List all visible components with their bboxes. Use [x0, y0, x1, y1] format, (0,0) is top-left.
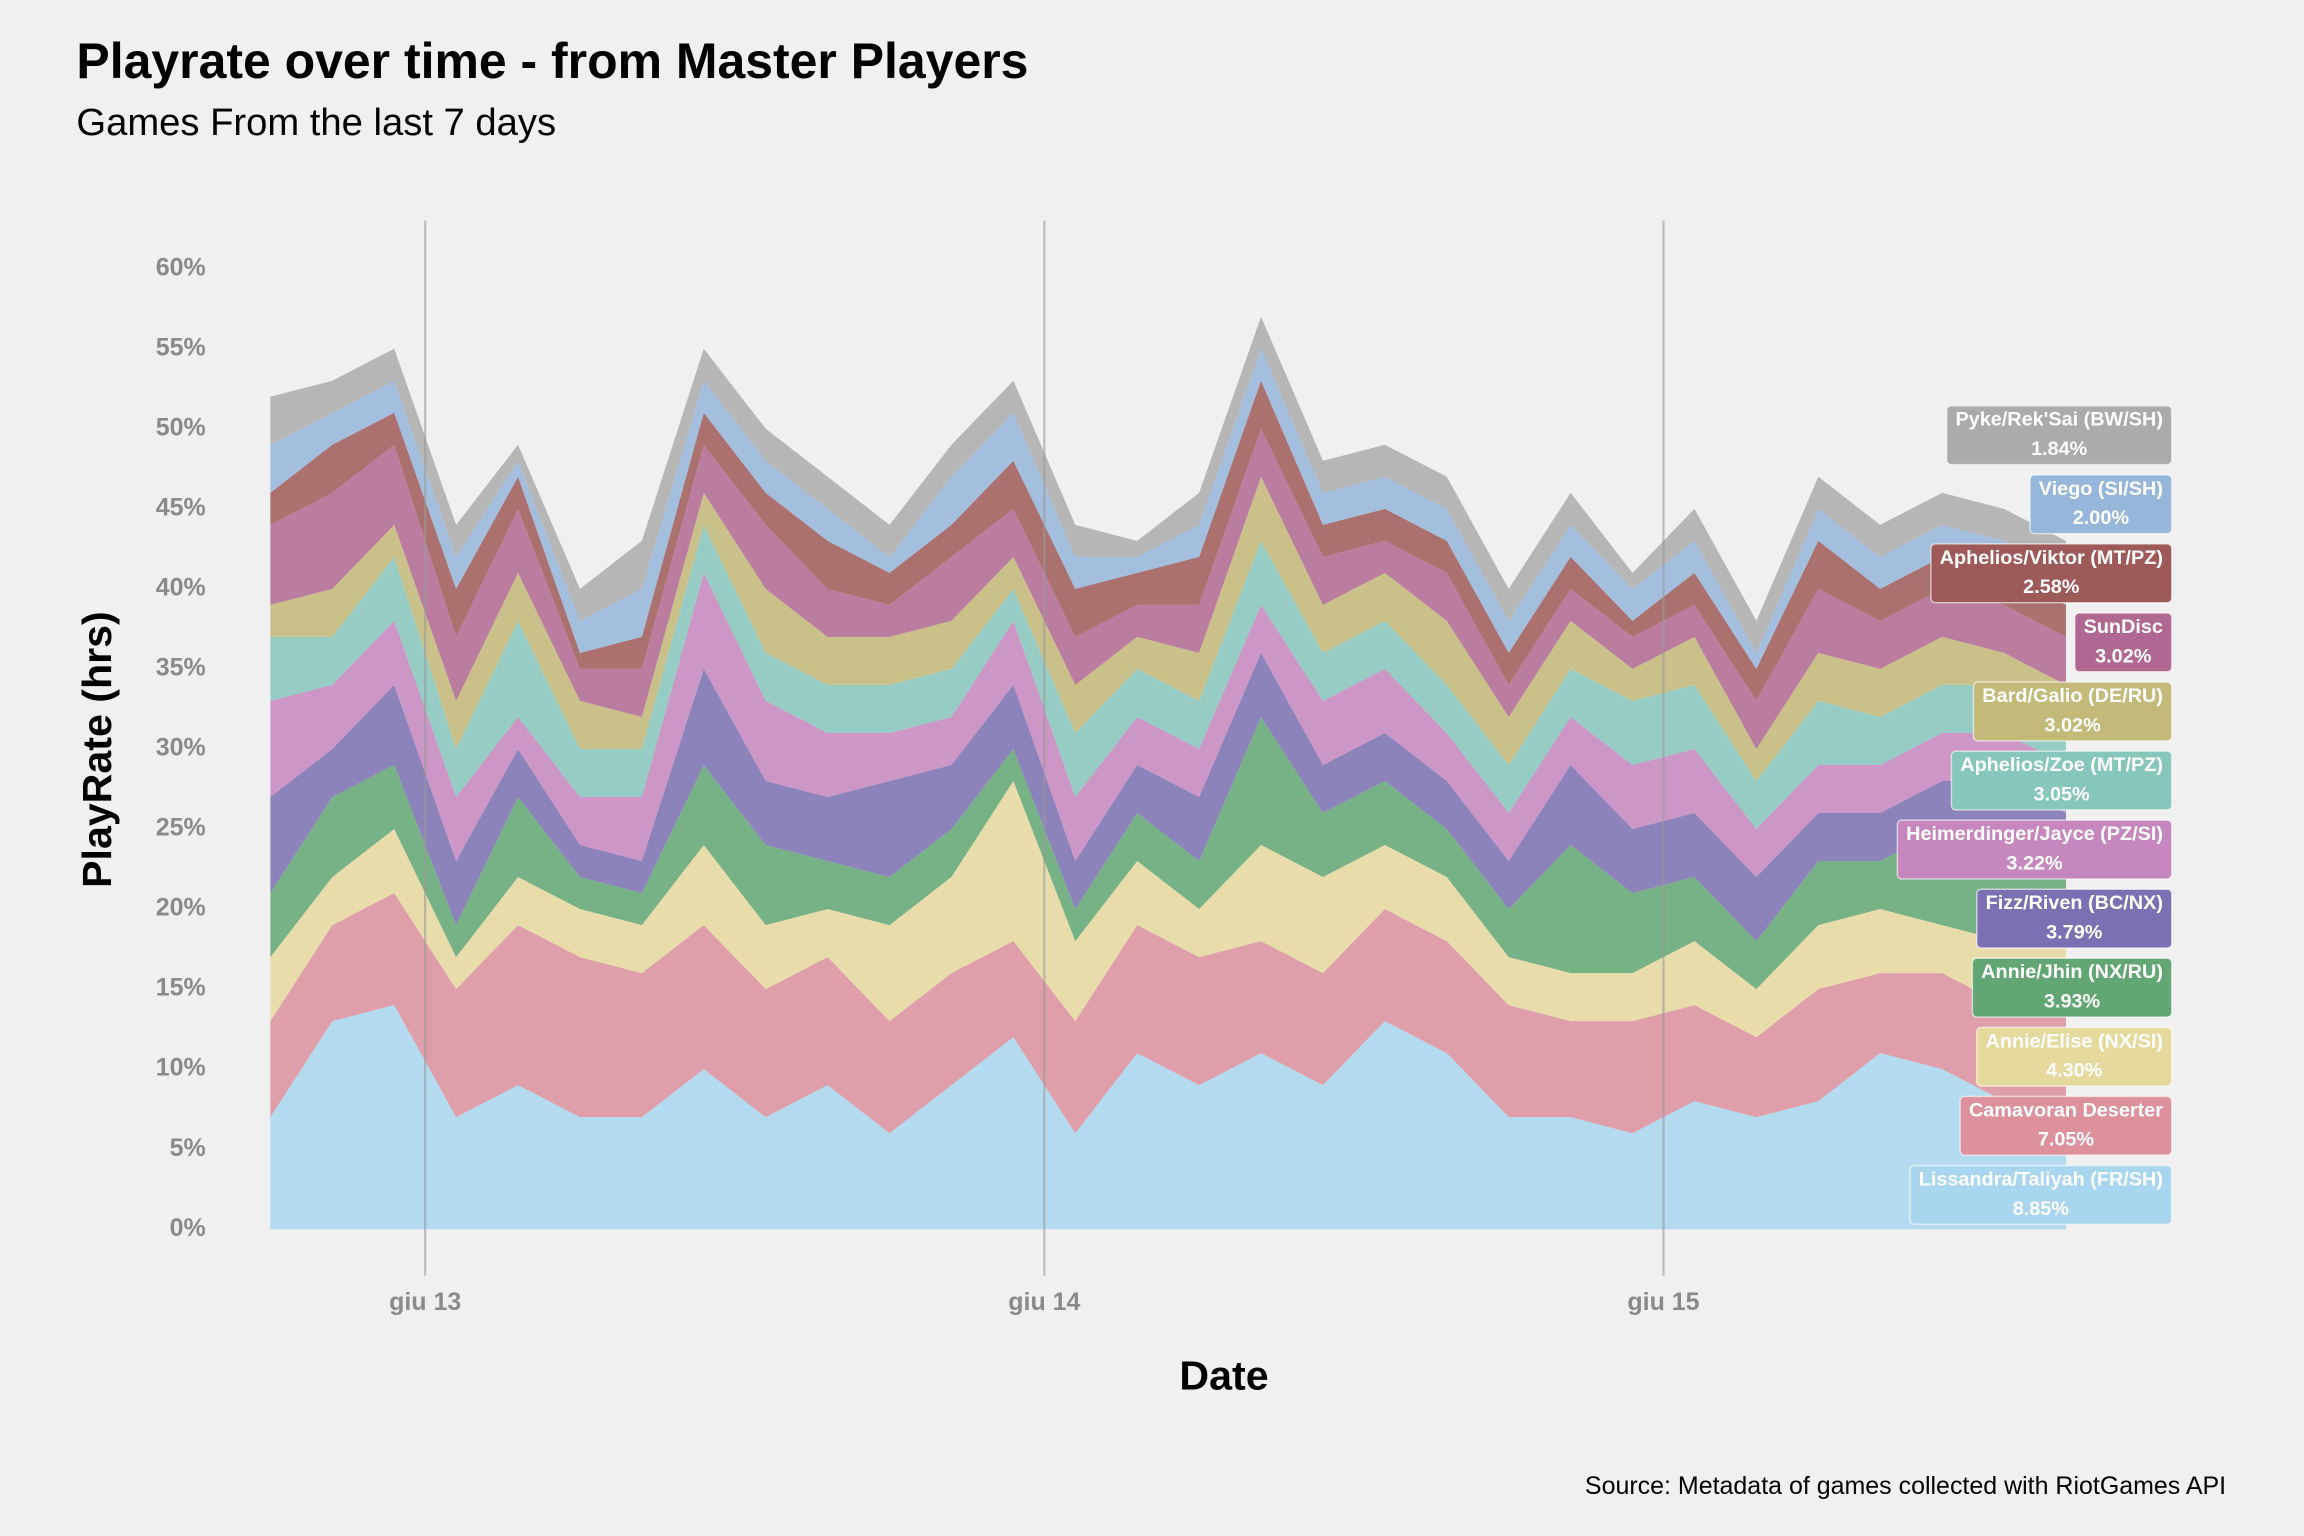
- legend-value: 3.79%: [2046, 922, 2103, 944]
- legend-label: Annie/Jhin (NX/RU): [1981, 961, 2163, 983]
- chart-title: Playrate over time - from Master Players: [76, 33, 1028, 89]
- legend-value: 2.00%: [2073, 507, 2130, 529]
- area: [270, 716, 2066, 990]
- y-axis-title: PlayRate (hrs): [74, 611, 120, 888]
- legend-value: 8.85%: [2013, 1198, 2070, 1220]
- y-tick-label: 25%: [156, 814, 206, 842]
- label-box: [1930, 543, 2173, 604]
- source-note: Source: Metadata of games collected with…: [1585, 1472, 2226, 1500]
- legend-label: Pyke/Rek'Sai (BW/SH): [1955, 409, 2162, 431]
- legend-value: 7.05%: [2038, 1129, 2095, 1151]
- label-box: [1909, 1164, 2173, 1225]
- label-box: [2029, 474, 2173, 535]
- x-axis-title: Date: [1179, 1352, 1268, 1398]
- y-tick-label: 35%: [156, 654, 206, 682]
- x-tick-label: giu 15: [1627, 1288, 1699, 1316]
- legend-label: Heimerdinger/Jayce (PZ/SI): [1906, 823, 2163, 845]
- series-label: Camavoran Deserter 7.05%: [1959, 1095, 2173, 1156]
- legend-label: Annie/Elise (NX/SI): [1986, 1030, 2163, 1052]
- label-box: [1976, 888, 2173, 949]
- label-box: [1975, 1026, 2173, 1087]
- series-label: Lissandra/Taliyah (FR/SH) 8.85%: [1909, 1164, 2173, 1225]
- y-tick-label: 15%: [156, 974, 206, 1002]
- legend-label: SunDisc: [2084, 616, 2163, 638]
- legend-label: Fizz/Riven (BC/NX): [1986, 892, 2163, 914]
- label-box: [1945, 405, 2173, 466]
- series-label: SunDisc 3.02%: [2074, 612, 2173, 673]
- series-label: Annie/Elise (NX/SI) 4.30%: [1975, 1026, 2173, 1087]
- series-label: Aphelios/Zoe (MT/PZ) 3.05%: [1950, 750, 2173, 811]
- legend-value: 4.30%: [2046, 1060, 2103, 1082]
- area: [270, 524, 2066, 830]
- x-tick-label: giu 14: [1008, 1288, 1080, 1316]
- y-tick-label: 60%: [156, 253, 206, 281]
- area: [270, 348, 2066, 669]
- legend-label: Viego (SI/SH): [2039, 478, 2163, 500]
- y-tick-label: 45%: [156, 493, 206, 521]
- legend-value: 1.84%: [2031, 438, 2088, 460]
- series-label: Fizz/Riven (BC/NX) 3.79%: [1976, 888, 2173, 949]
- chart-subtitle: Games From the last 7 days: [76, 101, 556, 144]
- legend-value: 3.22%: [2006, 852, 2063, 874]
- y-tick-label: 55%: [156, 333, 206, 361]
- legend-value: 3.93%: [2044, 991, 2101, 1013]
- y-tick-label: 5%: [170, 1134, 206, 1162]
- area: [270, 476, 2066, 781]
- area: [270, 1005, 2066, 1230]
- x-tick-label: giu 13: [389, 1288, 461, 1316]
- legend-value: 3.05%: [2033, 783, 2090, 805]
- legend-value: 2.58%: [2023, 576, 2080, 598]
- y-tick-label: 20%: [156, 894, 206, 922]
- legend-value: 3.02%: [2095, 645, 2152, 667]
- y-tick-label: 0%: [170, 1214, 206, 1242]
- label-box: [2074, 612, 2173, 673]
- label-box: [1972, 681, 2173, 742]
- series-label: Viego (SI/SH) 2.00%: [2029, 474, 2173, 535]
- y-tick-label: 10%: [156, 1054, 206, 1082]
- area: [270, 652, 2066, 942]
- y-tick-label: 40%: [156, 573, 206, 601]
- y-tick-label: 30%: [156, 734, 206, 762]
- area: [270, 380, 2066, 701]
- area: [270, 893, 2066, 1134]
- series-label: Aphelios/Viktor (MT/PZ) 2.58%: [1930, 543, 2173, 604]
- legend-value: 3.02%: [2044, 714, 2101, 736]
- legend-label: Bard/Galio (DE/RU): [1982, 685, 2163, 707]
- area: [270, 428, 2066, 749]
- legend-label: Aphelios/Viktor (MT/PZ): [1940, 547, 2163, 569]
- legend-label: Lissandra/Taliyah (FR/SH): [1919, 1168, 2163, 1190]
- series-label: Bard/Galio (DE/RU) 3.02%: [1972, 681, 2173, 742]
- legend-label: Camavoran Deserter: [1969, 1099, 2163, 1121]
- label-box: [1950, 750, 2173, 811]
- series-label: Annie/Jhin (NX/RU) 3.93%: [1971, 957, 2173, 1018]
- series-label: Heimerdinger/Jayce (PZ/SI) 3.22%: [1896, 819, 2173, 880]
- label-box: [1959, 1095, 2173, 1156]
- legend-label: Aphelios/Zoe (MT/PZ): [1960, 754, 2163, 776]
- y-tick-label: 50%: [156, 413, 206, 441]
- area: [270, 572, 2066, 878]
- label-box: [1896, 819, 2173, 880]
- series-label: Pyke/Rek'Sai (BW/SH) 1.84%: [1945, 405, 2173, 466]
- label-box: [1971, 957, 2173, 1018]
